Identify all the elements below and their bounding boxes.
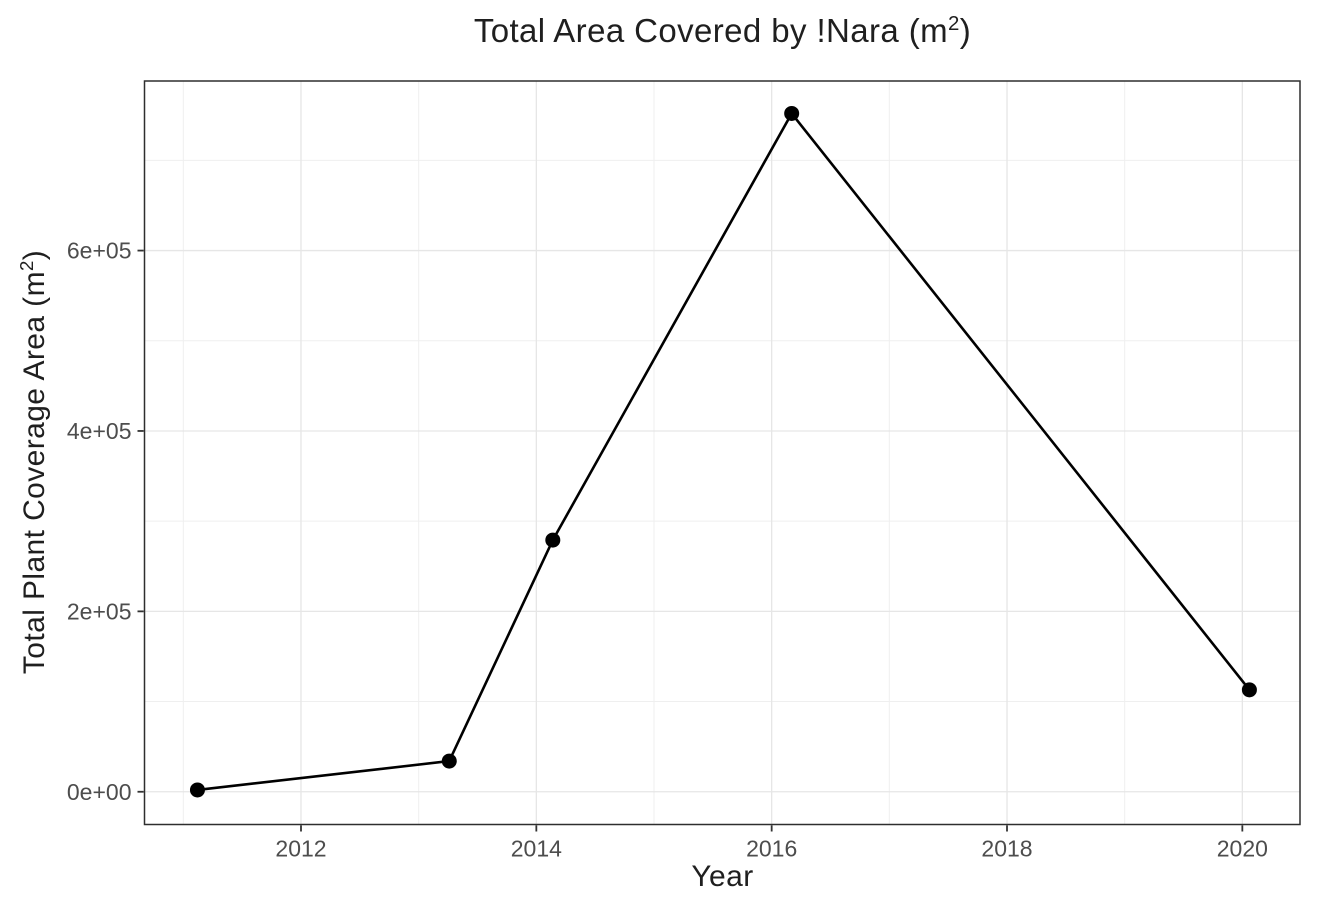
x-tick-label: 2016 — [746, 836, 797, 862]
axis-ticks: 2012 2014 2016 2018 2020 0e+00 2e+05 4e+05 6e+05 — [67, 238, 1268, 862]
major-gridlines — [144, 81, 1300, 825]
chart-title: Total Area Covered by !Nara (m2) — [145, 12, 1300, 50]
y-tick-label: 4e+05 — [67, 418, 132, 444]
chart-title-superscript: 2 — [948, 12, 960, 35]
x-axis-title: Year — [691, 860, 754, 893]
y-tick-label: 2e+05 — [67, 598, 132, 624]
data-point — [189, 782, 205, 798]
x-tick-label: 2012 — [275, 836, 326, 862]
data-point — [441, 753, 457, 769]
data-point — [784, 105, 800, 121]
x-tick-label: 2020 — [1217, 836, 1268, 862]
chart-title-suffix: ) — [959, 12, 972, 49]
y-tick-label: 6e+05 — [67, 238, 132, 264]
data-points — [189, 105, 1257, 798]
data-point — [1241, 682, 1257, 698]
panel-background — [144, 81, 1300, 825]
data-point — [545, 532, 561, 548]
chart-title-text: Total Area Covered by !Nara (m — [473, 12, 949, 49]
minor-gridlines — [144, 81, 1300, 825]
panel-border — [143, 80, 1301, 826]
x-tick-label: 2014 — [511, 836, 562, 862]
y-tick-label: 0e+00 — [67, 779, 132, 805]
x-tick-label: 2018 — [981, 836, 1032, 862]
